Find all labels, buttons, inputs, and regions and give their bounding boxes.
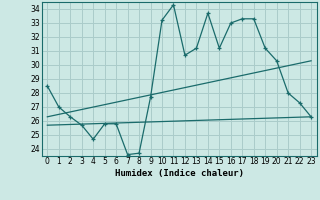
- X-axis label: Humidex (Indice chaleur): Humidex (Indice chaleur): [115, 169, 244, 178]
